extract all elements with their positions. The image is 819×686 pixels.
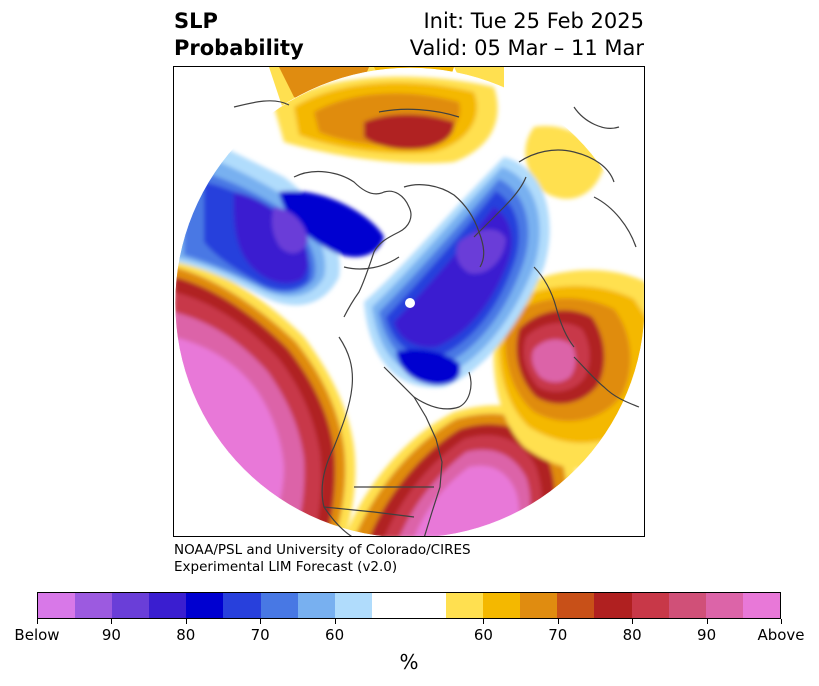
colorbar-tick-label: Below <box>14 626 60 644</box>
valid-range: Valid: 05 Mar – 11 Mar <box>409 36 644 60</box>
north-pole-marker <box>405 298 415 308</box>
title-variable: SLP <box>174 9 218 33</box>
colorbar-cell <box>260 593 298 618</box>
polar-map <box>174 67 644 536</box>
title-type: Probability <box>174 36 304 60</box>
colorbar-cell <box>112 593 150 618</box>
colorbar-cell <box>631 593 669 618</box>
colorbar-cell <box>186 593 224 618</box>
map-panel <box>173 66 645 537</box>
colorbar-tick-label: 70 <box>548 626 568 644</box>
colorbar-tick-label: 70 <box>250 626 270 644</box>
title-left: SLP Probability <box>174 8 304 62</box>
colorbar-cell <box>705 593 743 618</box>
credit-line-2: Experimental LIM Forecast (v2.0) <box>174 559 398 575</box>
credit: NOAA/PSL and University of Colorado/CIRE… <box>174 542 471 576</box>
colorbar-cell <box>75 593 113 618</box>
colorbar-tick-mark <box>111 619 113 624</box>
colorbar-cell <box>38 593 76 618</box>
colorbar-tick-mark <box>334 619 336 624</box>
colorbar-tick-mark <box>260 619 262 624</box>
colorbar-unit: % <box>399 650 419 674</box>
colorbar-cell <box>742 593 780 618</box>
colorbar-tick-label: 90 <box>697 626 717 644</box>
colorbar-cell <box>223 593 261 618</box>
colorbar-tick-label: Above <box>757 626 805 644</box>
colorbar-cell <box>668 593 706 618</box>
colorbar-cell <box>149 593 187 618</box>
init-date: Init: Tue 25 Feb 2025 <box>423 9 644 33</box>
colorbar-cell <box>483 593 521 618</box>
credit-line-1: NOAA/PSL and University of Colorado/CIRE… <box>174 542 471 558</box>
colorbar <box>37 592 781 619</box>
colorbar-cell <box>408 593 447 618</box>
colorbar-tick-mark <box>185 619 187 624</box>
colorbar-cell <box>334 593 372 618</box>
colorbar-tick-mark <box>781 619 782 624</box>
colorbar-tick-mark <box>557 619 559 624</box>
colorbar-cell <box>371 593 409 618</box>
colorbar-tick-label: 60 <box>325 626 345 644</box>
colorbar-cell <box>446 593 484 618</box>
colorbar-tick-mark <box>37 619 38 624</box>
colorbar-cell <box>557 593 595 618</box>
colorbar-cell <box>520 593 558 618</box>
colorbar-tick-label: 80 <box>176 626 196 644</box>
title-right: Init: Tue 25 Feb 2025 Valid: 05 Mar – 11… <box>410 8 644 62</box>
colorbar-tick-label: 90 <box>101 626 121 644</box>
colorbar-tick-label: 60 <box>473 626 493 644</box>
colorbar-tick-label: 80 <box>622 626 642 644</box>
colorbar-tick-mark <box>706 619 708 624</box>
colorbar-tick-mark <box>632 619 634 624</box>
colorbar-tick-mark <box>483 619 485 624</box>
colorbar-cell <box>297 593 335 618</box>
coastlines <box>233 100 640 536</box>
colorbar-cell <box>594 593 632 618</box>
